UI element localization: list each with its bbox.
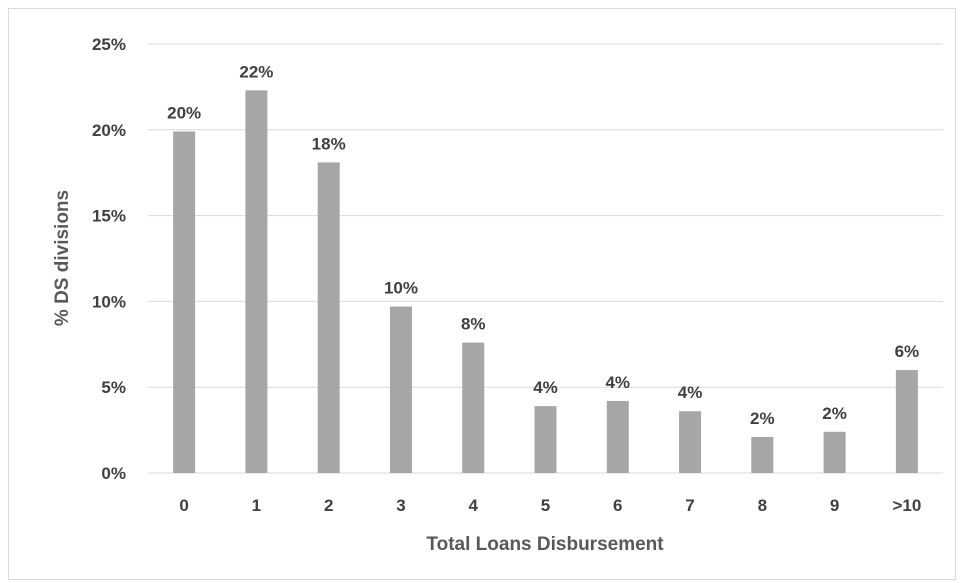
x-tick-label: 8 [758,496,767,515]
data-label: 6% [895,342,920,361]
bar [606,400,629,473]
bar [317,162,340,474]
data-labels: 20% 22% 18% 10% 8% 4% 4% 4% 2% 2% 6% [167,62,919,428]
x-tick-label: 5 [541,496,550,515]
bar [823,431,846,473]
data-label: 22% [239,62,273,81]
data-label: 4% [533,378,558,397]
bar [534,406,557,473]
y-tick-label: 10% [92,292,126,311]
y-tick-label: 0% [101,464,126,483]
data-label: 20% [167,104,201,123]
x-tick-label: 2 [324,496,333,515]
y-axis-title: % DS divisions [52,190,73,326]
bar [389,306,412,473]
y-tick-label: 25% [92,35,126,54]
y-tick-label: 15% [92,207,126,226]
bar [173,131,196,474]
y-tick-label: 5% [101,378,126,397]
x-axis-title: Total Loans Disbursement [426,534,664,555]
x-tick-label: 1 [252,496,261,515]
y-tick-label: 20% [92,121,126,140]
x-tick-label: 4 [468,496,478,515]
x-tick-label: 9 [830,496,839,515]
gridlines [148,43,943,474]
x-tick-label: 6 [613,496,622,515]
data-label: 2% [822,404,847,423]
bar [462,342,485,473]
bar [751,436,774,473]
bar [245,90,268,473]
x-tick-label: 3 [396,496,405,515]
bar [679,411,702,473]
data-label: 8% [461,315,486,334]
data-label: 10% [384,279,418,298]
data-label: 4% [678,383,703,402]
data-label: 18% [312,134,346,153]
x-tick-label: 0 [179,496,188,515]
bars [173,90,918,474]
y-tick-labels: 0% 5% 10% 15% 20% 25% [92,35,126,483]
data-label: 4% [605,373,630,392]
data-label: 2% [750,409,775,428]
bar [895,370,918,473]
x-tick-label: 7 [685,496,694,515]
chart-frame [8,8,956,580]
x-tick-label: >10 [892,496,921,515]
x-tick-labels: 0 1 2 3 4 5 6 7 8 9 >10 [179,496,921,515]
